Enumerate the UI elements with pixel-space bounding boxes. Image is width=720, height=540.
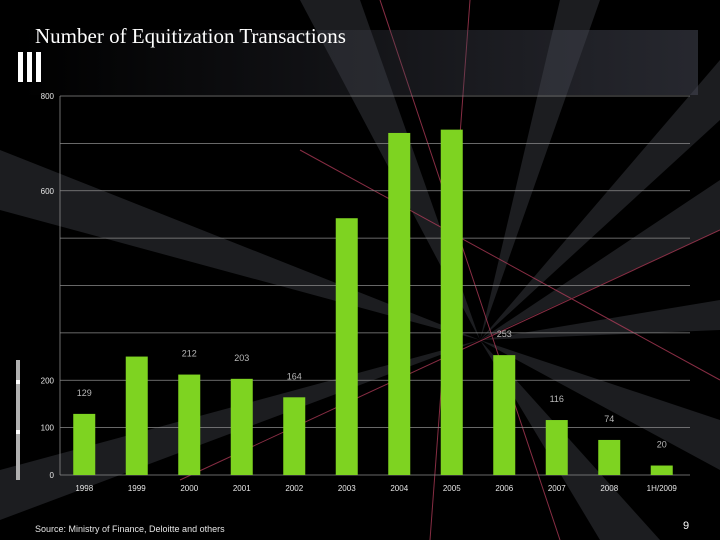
bar-2007	[545, 420, 568, 475]
y-tick-label: 200	[41, 376, 55, 385]
page-number: 9	[683, 520, 690, 532]
bar-2008	[598, 439, 621, 475]
slide-title: Number of Equitization Transactions	[35, 24, 346, 48]
y-axis-ticks: 0 100 200 600 800	[41, 92, 55, 480]
x-axis-labels: 1998 1999 2000 2001 2002 2003 2004 2005 2006 2007…	[75, 484, 677, 493]
bar-1999	[125, 356, 148, 475]
data-labels: 129 212 203 164 253 116 74 20	[77, 329, 667, 449]
x-tick-label: 2008	[600, 484, 618, 493]
data-label: 203	[234, 353, 249, 363]
y-tick-label: 0	[50, 471, 55, 480]
x-tick-label: 2003	[338, 484, 356, 493]
bar-1998	[73, 413, 96, 475]
x-tick-label: 1999	[128, 484, 146, 493]
corner-mark-icon	[18, 52, 44, 82]
data-label: 212	[182, 349, 197, 359]
x-tick-label: 1998	[75, 484, 93, 493]
bar-2001	[230, 378, 253, 475]
y-tick-label: 600	[41, 187, 55, 196]
y-tick-label: 100	[41, 424, 55, 433]
data-label: 20	[657, 440, 667, 450]
data-label: 74	[604, 414, 614, 424]
bar-2003	[335, 218, 358, 476]
bar-2004	[388, 132, 411, 475]
x-tick-label: 2001	[233, 484, 251, 493]
y-tick-label: 800	[41, 92, 55, 101]
left-accent-bar	[16, 360, 20, 480]
source-note: Source: Ministry of Finance, Deloitte an…	[35, 524, 225, 534]
data-label: 129	[77, 388, 92, 398]
bars	[73, 129, 673, 476]
x-tick-label: 2000	[180, 484, 198, 493]
bar-2002	[283, 397, 306, 475]
bar-2005	[440, 129, 463, 476]
bar-2000	[178, 374, 201, 475]
x-tick-label: 1H/2009	[647, 484, 678, 493]
x-tick-label: 2006	[495, 484, 513, 493]
data-label: 116	[550, 394, 564, 404]
grid-lines	[59, 95, 690, 476]
x-tick-label: 2007	[548, 484, 566, 493]
x-tick-label: 2005	[443, 484, 461, 493]
bar-2006	[493, 355, 516, 475]
x-tick-label: 2002	[285, 484, 303, 493]
data-label: 164	[287, 371, 302, 381]
bar-1H-2009	[650, 465, 673, 475]
title-bar	[20, 30, 698, 95]
data-label: 253	[497, 329, 512, 339]
x-tick-label: 2004	[390, 484, 408, 493]
